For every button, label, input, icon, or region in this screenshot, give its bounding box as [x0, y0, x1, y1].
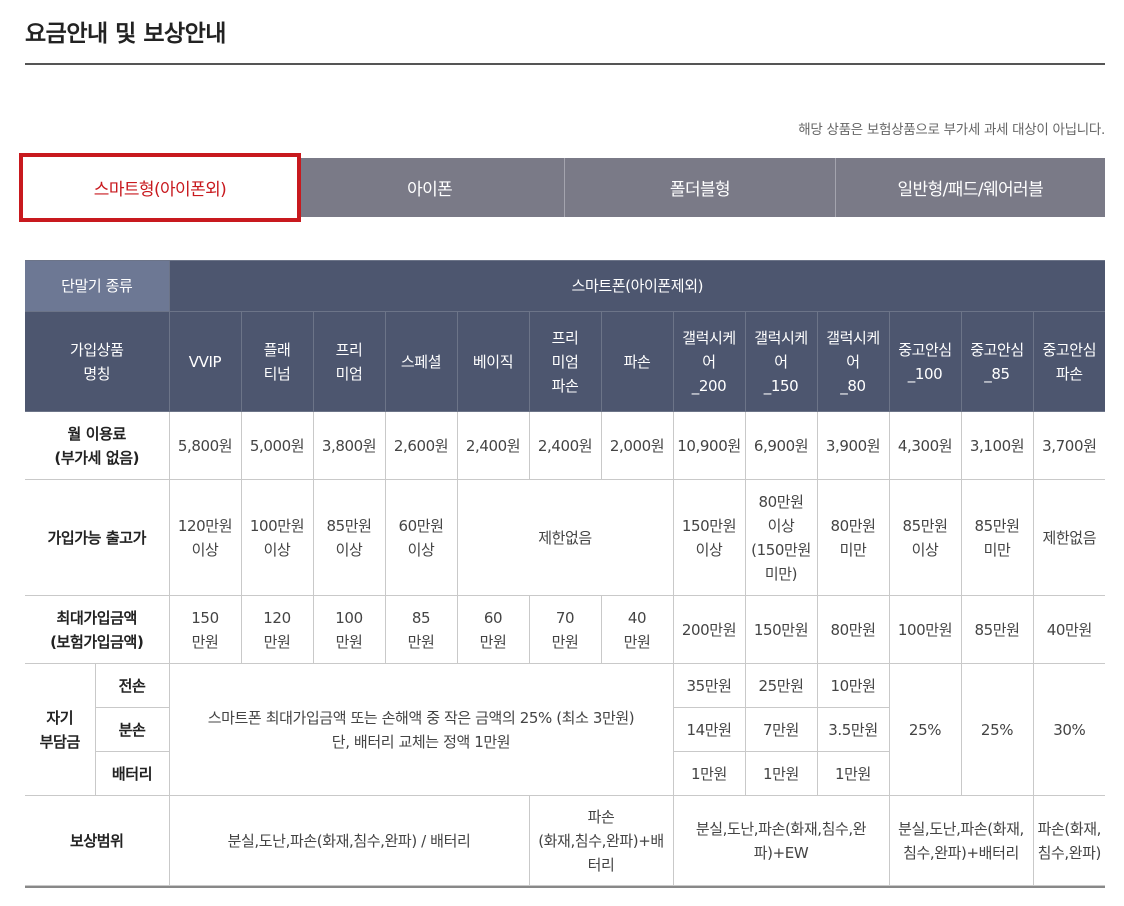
tab-iphone[interactable]: 아이폰 — [295, 158, 565, 217]
deductible-battery-cell: 1만원 — [816, 751, 889, 796]
title-divider — [25, 63, 1105, 65]
vat-notice: 해당 상품은 보험상품으로 부가세 과세 대상이 아닙니다. — [798, 122, 1105, 138]
deductible-partial-cell: 7만원 — [744, 707, 818, 752]
monthly-fee-cell: 10,900원 — [672, 411, 746, 480]
deductible-label: 자기 부담금 — [25, 663, 96, 796]
monthly-fee-label: 월 이용료 (부가세 없음) — [25, 411, 170, 480]
deductible-battery-label: 배터리 — [95, 751, 170, 796]
tab-smart-type[interactable]: 스마트형(아이폰외) — [19, 153, 301, 222]
deductible-battery-cell: 1만원 — [672, 751, 746, 796]
max-amount-label: 최대가입금액 (보험가입금액) — [25, 595, 170, 664]
product-name-cell: VVIP — [168, 311, 242, 412]
device-type-value: 스마트폰(아이폰제외) — [168, 260, 1106, 312]
coverage-cell: 파손(화재, 침수,완파) — [1032, 795, 1106, 886]
monthly-fee-cell: 2,400원 — [528, 411, 602, 480]
monthly-fee-cell: 2,600원 — [384, 411, 458, 480]
deductible-used-cell: 25% — [888, 663, 962, 796]
deductible-total-cell: 10만원 — [816, 663, 890, 708]
coverage-cell: 분실,도난,파손(화재,침수,완 파)+EW — [672, 795, 890, 886]
product-name-cell: 베이직 — [456, 311, 530, 412]
coverage-cell: 파손 (화재,침수,완파)+배 터리 — [528, 795, 674, 886]
device-type-header: 단말기 종류 — [25, 260, 170, 312]
deductible-note: 스마트폰 최대가입금액 또는 손해액 중 작은 금액의 25% (최소 3만원)… — [168, 663, 674, 796]
release-price-cell: 150만원 이상 — [672, 479, 746, 596]
table-bottom-rule — [25, 886, 1105, 888]
monthly-fee-cell: 3,700원 — [1032, 411, 1106, 480]
tab-foldable[interactable]: 폴더블형 — [564, 158, 835, 217]
product-name-cell: 중고안심 파손 — [1032, 311, 1106, 412]
deductible-used-cell: 30% — [1032, 663, 1106, 796]
max-amount-cell: 200만원 — [672, 595, 746, 664]
max-amount-cell: 40만원 — [1032, 595, 1106, 664]
deductible-partial-loss-label: 분손 — [95, 707, 170, 752]
deductible-total-cell: 35만원 — [672, 663, 746, 708]
product-name-cell: 프리 미엄 — [312, 311, 386, 412]
release-price-cell: 80만원 미만 — [816, 479, 890, 596]
product-name-cell: 파손 — [600, 311, 674, 412]
product-name-cell: 프리 미엄 파손 — [528, 311, 602, 412]
release-price-cell: 100만원 이상 — [240, 479, 314, 596]
product-name-cell: 갤럭시케 어 _200 — [672, 311, 746, 412]
coverage-cell: 분실,도난,파손(화재, 침수,완파)+배터리 — [888, 795, 1034, 886]
max-amount-cell: 100만원 — [888, 595, 962, 664]
max-amount-cell: 80만원 — [816, 595, 890, 664]
monthly-fee-cell: 2,400원 — [456, 411, 530, 480]
deductible-used-cell: 25% — [960, 663, 1034, 796]
monthly-fee-cell: 5,000원 — [240, 411, 314, 480]
max-amount-cell: 120 만원 — [240, 595, 314, 664]
monthly-fee-cell: 3,900원 — [816, 411, 890, 480]
release-price-cell: 제한없음 — [456, 479, 674, 596]
monthly-fee-cell: 5,800원 — [168, 411, 242, 480]
deductible-battery-cell: 1만원 — [744, 751, 818, 796]
release-price-label: 가입가능 출고가 — [25, 479, 170, 596]
product-name-cell: 중고안심 _100 — [888, 311, 962, 412]
product-name-cell: 갤럭시케 어 _80 — [816, 311, 890, 412]
page-title: 요금안내 및 보상안내 — [25, 21, 226, 47]
monthly-fee-cell: 2,000원 — [600, 411, 674, 480]
deductible-total-loss-label: 전손 — [94, 663, 170, 708]
product-name-header: 가입상품 명칭 — [25, 311, 170, 412]
monthly-fee-cell: 6,900원 — [744, 411, 818, 480]
fee-table: 단말기 종류 스마트폰(아이폰제외) 가입상품 명칭 VVIP 플래 티넘 프리 미엄 스페… — [25, 260, 1106, 886]
max-amount-cell: 85만원 — [960, 595, 1034, 664]
release-price-cell: 제한없음 — [1032, 479, 1106, 596]
deductible-partial-cell: 14만원 — [672, 707, 746, 752]
coverage-cell: 분실,도난,파손(화재,침수,완파) / 배터리 — [168, 795, 530, 886]
max-amount-cell: 60 만원 — [456, 595, 530, 664]
release-price-cell: 60만원 이상 — [384, 479, 458, 596]
monthly-fee-cell: 3,800원 — [312, 411, 386, 480]
release-price-cell: 120만원 이상 — [168, 479, 242, 596]
release-price-cell: 80만원 이상 (150만원 미만) — [744, 479, 818, 596]
product-name-cell: 중고안심 _85 — [960, 311, 1034, 412]
product-name-cell: 스페셜 — [384, 311, 458, 412]
release-price-cell: 85만원 이상 — [312, 479, 386, 596]
deductible-total-cell: 25만원 — [744, 663, 818, 708]
deductible-partial-cell: 3.5만원 — [816, 707, 889, 752]
release-price-cell: 85만원 이상 — [888, 479, 962, 596]
max-amount-cell: 150만원 — [744, 595, 818, 664]
product-name-cell: 플래 티넘 — [240, 311, 314, 412]
max-amount-cell: 70 만원 — [528, 595, 602, 664]
monthly-fee-cell: 4,300원 — [888, 411, 962, 480]
release-price-cell: 85만원 미만 — [960, 479, 1034, 596]
plan-tabs: 스마트형(아이폰외) 아이폰 폴더블형 일반형/패드/웨어러블 — [19, 153, 1105, 222]
tab-general-pad-wearable[interactable]: 일반형/패드/웨어러블 — [834, 158, 1105, 217]
monthly-fee-cell: 3,100원 — [960, 411, 1034, 480]
product-name-cell: 갤럭시케 어 _150 — [744, 311, 818, 412]
coverage-label: 보상범위 — [25, 795, 170, 886]
